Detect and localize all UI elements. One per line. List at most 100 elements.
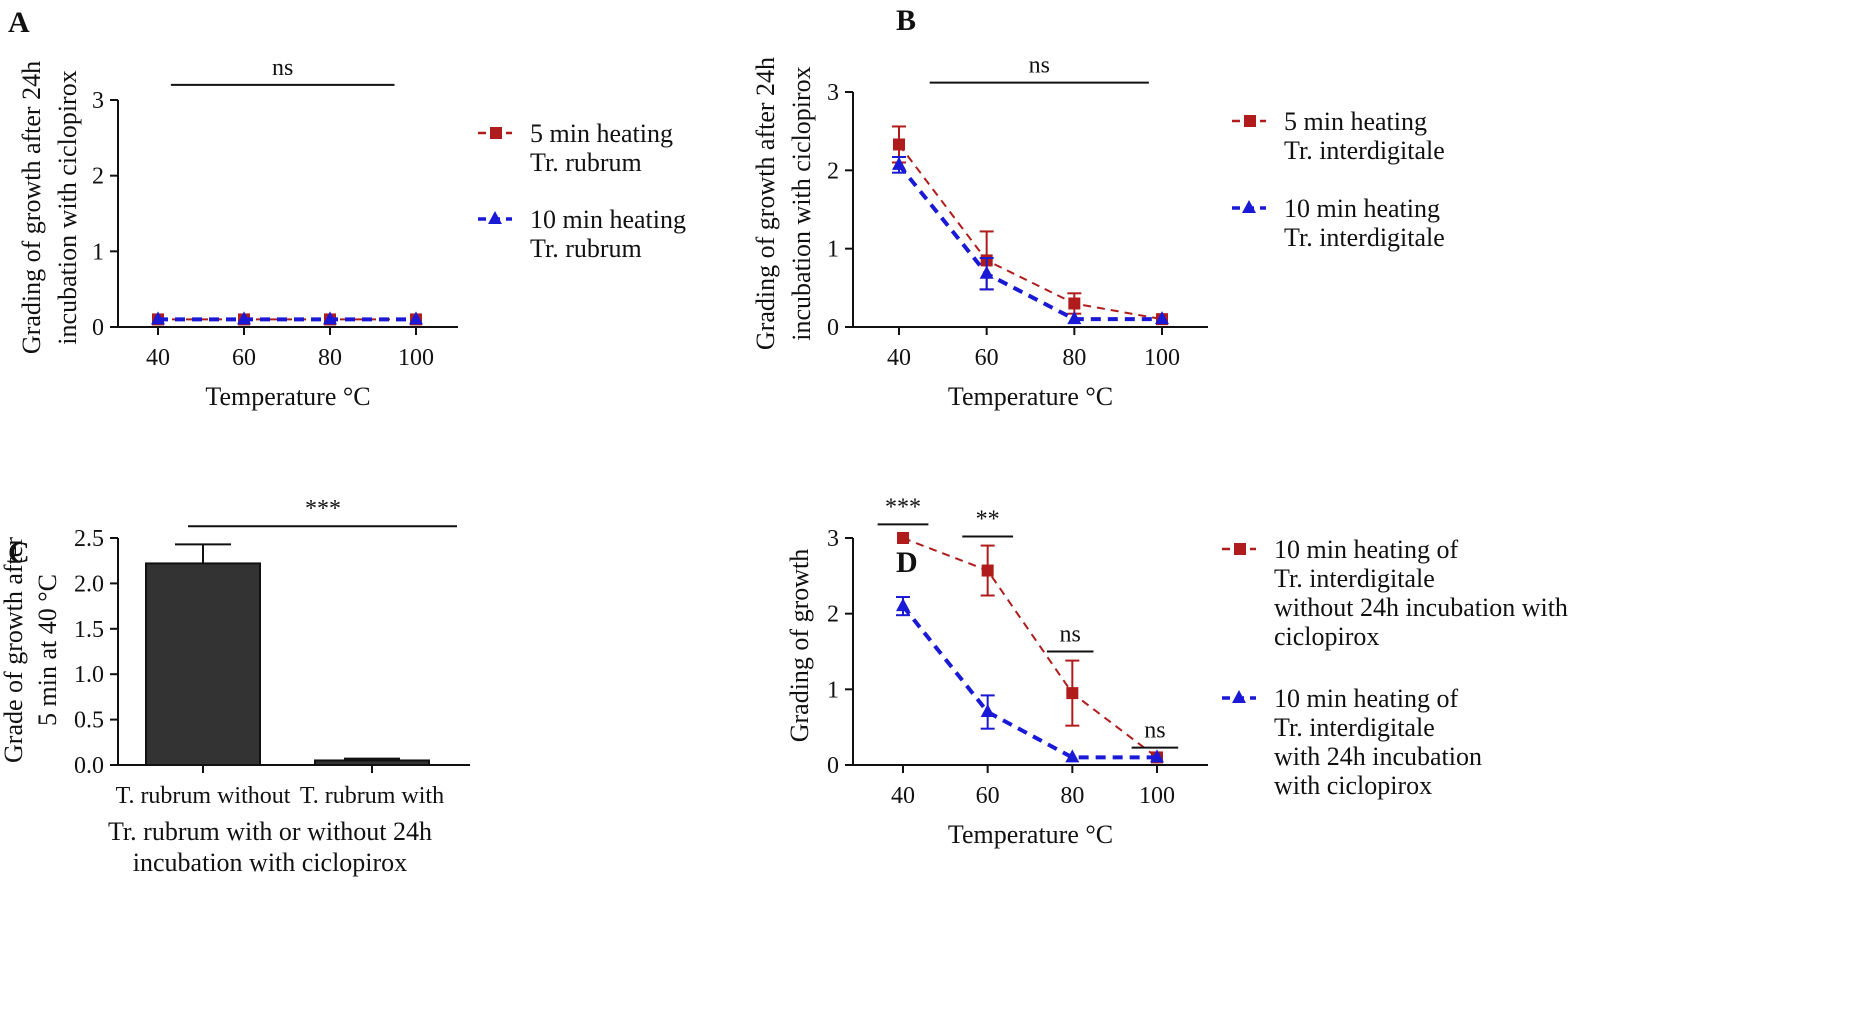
x-axis-title: Temperature °C bbox=[948, 382, 1113, 411]
x-tick-label: 80 bbox=[1060, 783, 1084, 809]
bar bbox=[314, 759, 430, 767]
panel-letter-c: C bbox=[8, 536, 30, 569]
x-tick-label: 80 bbox=[318, 345, 342, 371]
y-tick-label: 0 bbox=[827, 753, 839, 779]
x-tick-label: 60 bbox=[232, 345, 256, 371]
y-tick-label: 0.5 bbox=[74, 708, 104, 734]
legend-label: Tr. rubrum bbox=[530, 234, 642, 263]
y-tick-label: 3 bbox=[92, 88, 104, 114]
legend-label: Tr. interdigitale bbox=[1284, 223, 1445, 252]
data-point bbox=[896, 598, 910, 612]
y-tick-label: 2 bbox=[827, 602, 839, 628]
legend-swatch-marker bbox=[1234, 543, 1246, 555]
y-axis-title: Grade of growth after bbox=[0, 537, 28, 763]
legend-label: 10 min heating of bbox=[1274, 684, 1458, 713]
significance-label: ns bbox=[272, 55, 293, 81]
x-tick-label: T. rubrum with bbox=[300, 783, 444, 809]
bar bbox=[145, 562, 261, 767]
legend-label: ciclopirox bbox=[1274, 622, 1379, 651]
x-axis-title: Tr. rubrum with or without 24h bbox=[108, 817, 432, 846]
y-tick-label: 1.0 bbox=[74, 662, 104, 688]
y-axis-title: 5 min at 40 °C bbox=[33, 574, 62, 726]
panel-letter-b: B bbox=[896, 4, 916, 37]
data-point bbox=[1150, 749, 1164, 763]
series-line bbox=[898, 143, 1163, 321]
x-tick-label: 80 bbox=[1062, 345, 1086, 371]
y-axis-title: Grading of growth after 24h bbox=[751, 57, 780, 350]
legend-label: with 24h incubation bbox=[1274, 742, 1482, 771]
y-tick-label: 1.5 bbox=[74, 617, 104, 643]
y-tick-label: 1 bbox=[827, 237, 839, 263]
significance-label: ns bbox=[1060, 622, 1081, 648]
x-axis-title: Temperature °C bbox=[205, 382, 370, 411]
y-axis-title: incubation with ciclopirox bbox=[787, 66, 816, 340]
series-line bbox=[901, 604, 1157, 760]
data-point bbox=[237, 311, 251, 325]
y-axis-title: Grading of growth bbox=[785, 549, 814, 743]
y-tick-label: 3 bbox=[827, 80, 839, 106]
legend-swatch-marker bbox=[488, 211, 502, 224]
x-axis-title: Temperature °C bbox=[948, 820, 1113, 849]
x-tick-label: 40 bbox=[146, 345, 170, 371]
panel-b: B 0 1 2 3 40 60 80 100 Temperature °C Grading of … bbox=[751, 4, 1445, 411]
legend-label: 10 min heating bbox=[530, 205, 686, 234]
x-tick-label: 60 bbox=[976, 783, 1000, 809]
data-point bbox=[151, 311, 165, 325]
x-tick-label: 100 bbox=[398, 345, 434, 371]
data-point bbox=[1066, 687, 1079, 700]
significance-label: ns bbox=[1029, 53, 1050, 79]
legend-swatch-marker bbox=[1232, 690, 1246, 703]
significance-label: ** bbox=[976, 506, 1000, 532]
y-tick-label: 3 bbox=[827, 526, 839, 552]
y-tick-label: 0.0 bbox=[74, 753, 104, 779]
legend-label: 10 min heating of bbox=[1274, 535, 1458, 564]
data-point bbox=[979, 265, 994, 279]
x-tick-label: T. rubrum without bbox=[116, 783, 291, 809]
panel-letter-a: A bbox=[8, 6, 30, 39]
x-tick-label: 60 bbox=[975, 345, 999, 371]
legend-label: 5 min heating bbox=[530, 119, 673, 148]
legend-label: Tr. interdigitale bbox=[1284, 136, 1445, 165]
x-tick-label: 40 bbox=[887, 345, 911, 371]
x-tick-label: 40 bbox=[891, 783, 915, 809]
data-point bbox=[1155, 311, 1169, 325]
y-tick-label: 0 bbox=[92, 315, 104, 341]
series-line bbox=[897, 163, 1162, 322]
legend-label: Tr. interdigitale bbox=[1274, 564, 1435, 593]
data-point bbox=[893, 138, 905, 151]
y-tick-label: 2.0 bbox=[74, 571, 104, 597]
significance-label: ns bbox=[1144, 718, 1165, 744]
data-point bbox=[1068, 297, 1081, 310]
x-tick-label: 100 bbox=[1144, 345, 1180, 371]
legend-label: 10 min heating bbox=[1284, 194, 1440, 223]
y-tick-label: 0 bbox=[827, 315, 839, 341]
legend-label: 5 min heating bbox=[1284, 107, 1427, 136]
y-tick-label: 2.5 bbox=[74, 526, 104, 552]
data-point bbox=[980, 704, 995, 718]
data-point bbox=[981, 564, 994, 577]
y-tick-label: 1 bbox=[827, 677, 839, 703]
data-point bbox=[1067, 311, 1082, 325]
y-axis-title: Grading of growth after 24h bbox=[17, 61, 46, 354]
data-point bbox=[897, 532, 909, 544]
legend-swatch-marker bbox=[490, 127, 502, 139]
y-axis-title: incubation with ciclopirox bbox=[53, 70, 82, 344]
y-tick-label: 2 bbox=[827, 158, 839, 184]
x-axis-title: incubation with ciclopirox bbox=[133, 848, 407, 877]
data-point bbox=[1065, 749, 1080, 763]
data-point bbox=[409, 311, 423, 325]
legend-swatch-marker bbox=[1242, 200, 1256, 213]
x-tick-label: 100 bbox=[1139, 783, 1175, 809]
panel-a: A 0 1 2 3 40 60 80 100 Temperature °C Grading of … bbox=[8, 6, 686, 411]
y-tick-label: 1 bbox=[92, 239, 104, 265]
legend-swatch-marker bbox=[1244, 115, 1256, 127]
significance-label: *** bbox=[305, 496, 341, 522]
panel-letter-d: D bbox=[896, 546, 918, 579]
data-point bbox=[892, 156, 906, 170]
y-tick-label: 2 bbox=[92, 164, 104, 190]
panel-d: D 0 1 2 3 40 60 80 100 Temperature °C Grading of … bbox=[785, 494, 1568, 849]
legend-label: Tr. rubrum bbox=[530, 148, 642, 177]
legend-label: without 24h incubation with bbox=[1274, 593, 1568, 622]
legend-label: with ciclopirox bbox=[1274, 771, 1432, 800]
